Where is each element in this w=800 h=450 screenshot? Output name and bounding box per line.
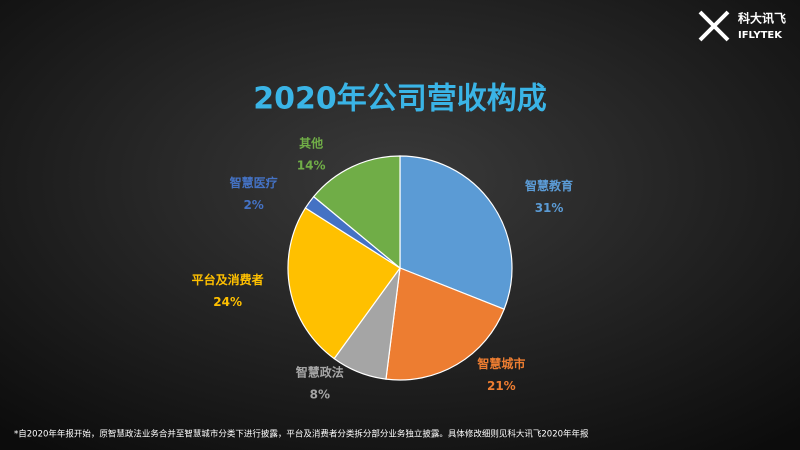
logo-name: 科大讯飞 xyxy=(738,11,786,26)
pie-slice xyxy=(312,155,401,270)
slice-label: 智慧医疗 xyxy=(229,175,278,190)
chart-title: 2020年公司营收构成 xyxy=(253,82,547,117)
footnote: *自2020年年报开始，原智慧政法业务合并至智慧城市分类下进行披露，平台及消费者… xyxy=(14,429,589,440)
pie-slice xyxy=(287,207,401,360)
slice-label: 智慧教育 xyxy=(524,178,573,193)
logo-icon xyxy=(698,10,730,42)
slice-label: 其他 xyxy=(299,135,323,150)
slice-value-label: 24% xyxy=(213,295,242,309)
logo: 科大讯飞 IFLYTEK xyxy=(698,10,786,42)
logo-brand: IFLYTEK xyxy=(738,30,783,41)
slice-value-label: 21% xyxy=(487,379,516,393)
slice-value-label: 8% xyxy=(310,388,330,402)
slice-label: 智慧城市 xyxy=(476,356,525,371)
slice-value-label: 2% xyxy=(243,198,263,212)
pie-slice xyxy=(385,267,505,381)
slice-value-label: 31% xyxy=(535,201,564,215)
pie-slice xyxy=(399,155,513,311)
slice-label: 平台及消费者 xyxy=(192,272,264,287)
slice-value-label: 14% xyxy=(297,158,326,172)
slice-label: 智慧政法 xyxy=(295,365,344,380)
